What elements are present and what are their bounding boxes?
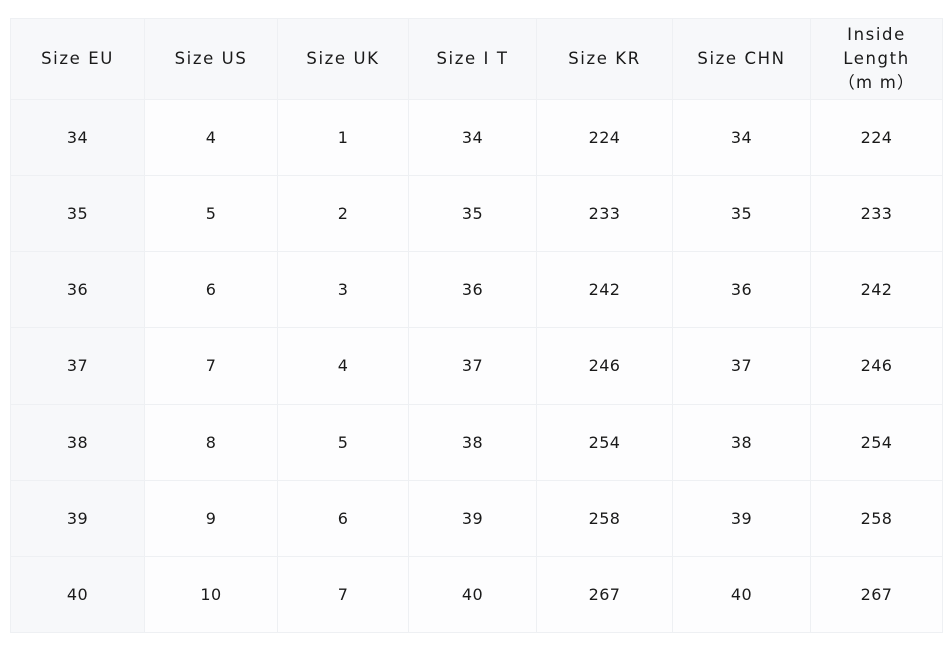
cell-size-uk: 3: [277, 251, 409, 329]
cell-size-chn: 36: [672, 251, 811, 329]
size-chart-container: Size EU Size US Size UK Size I T Size KR…: [10, 18, 943, 634]
table-header: Size EU Size US Size UK Size I T Size KR…: [10, 18, 943, 100]
shoe-size-conversion-table: Size EU Size US Size UK Size I T Size KR…: [10, 18, 943, 634]
cell-size-us: 9: [144, 479, 278, 557]
cell-size-kr: 254: [536, 403, 673, 481]
column-header-size-chn: Size CHN: [672, 18, 811, 100]
cell-size-us: 4: [144, 98, 278, 177]
column-header-label: Size KR: [568, 49, 641, 69]
column-header-size-us: Size US: [144, 18, 278, 100]
column-header-label: Size CHN: [697, 49, 786, 69]
cell-size-it: 36: [408, 251, 537, 329]
cell-size-chn: 39: [672, 479, 811, 557]
cell-size-it: 39: [408, 479, 537, 557]
cell-size-chn: 34: [672, 98, 811, 177]
cell-size-uk: 1: [277, 98, 409, 177]
cell-size-us: 10: [144, 555, 278, 634]
cell-size-us: 7: [144, 327, 278, 405]
column-header-label: Size UK: [306, 49, 380, 69]
cell-size-uk: 4: [277, 327, 409, 405]
cell-inside-length: 242: [810, 251, 943, 329]
table-row: 36 6 3 36 242 36 242: [10, 251, 943, 329]
cell-size-chn: 38: [672, 403, 811, 481]
column-header-label: Size US: [174, 49, 248, 69]
cell-size-it: 38: [408, 403, 537, 481]
cell-size-kr: 242: [536, 251, 673, 329]
table-row: 40 10 7 40 267 40 267: [10, 555, 943, 634]
cell-size-eu: 38: [10, 403, 145, 481]
column-header-label: Size I T: [436, 49, 509, 69]
column-header-size-it: Size I T: [408, 18, 537, 100]
column-header-inside-length: Inside Length （m m）: [810, 18, 943, 100]
cell-size-eu: 39: [10, 479, 145, 557]
table-row: 39 9 6 39 258 39 258: [10, 479, 943, 557]
cell-size-chn: 35: [672, 175, 811, 253]
cell-inside-length: 233: [810, 175, 943, 253]
cell-size-kr: 267: [536, 555, 673, 634]
cell-size-it: 40: [408, 555, 537, 634]
cell-size-kr: 246: [536, 327, 673, 405]
cell-size-eu: 37: [10, 327, 145, 405]
column-header-size-kr: Size KR: [536, 18, 673, 100]
cell-inside-length: 267: [810, 555, 943, 634]
cell-size-uk: 5: [277, 403, 409, 481]
cell-size-chn: 40: [672, 555, 811, 634]
column-header-label: Size EU: [41, 49, 114, 69]
cell-size-kr: 224: [536, 98, 673, 177]
column-header-size-uk: Size UK: [277, 18, 409, 100]
cell-size-it: 37: [408, 327, 537, 405]
cell-inside-length: 224: [810, 98, 943, 177]
column-header-size-eu: Size EU: [10, 18, 145, 100]
table-row: 34 4 1 34 224 34 224: [10, 98, 943, 177]
cell-size-us: 8: [144, 403, 278, 481]
cell-size-kr: 233: [536, 175, 673, 253]
column-header-unit: （m m）: [838, 72, 915, 92]
cell-inside-length: 254: [810, 403, 943, 481]
table-body: 34 4 1 34 224 34 224 35 5 2 35 233 35 23…: [10, 98, 943, 634]
cell-size-eu: 36: [10, 251, 145, 329]
cell-size-kr: 258: [536, 479, 673, 557]
cell-size-uk: 7: [277, 555, 409, 634]
cell-inside-length: 258: [810, 479, 943, 557]
cell-size-us: 6: [144, 251, 278, 329]
table-row: 38 8 5 38 254 38 254: [10, 403, 943, 481]
cell-size-eu: 40: [10, 555, 145, 634]
cell-size-uk: 6: [277, 479, 409, 557]
cell-size-uk: 2: [277, 175, 409, 253]
cell-size-it: 35: [408, 175, 537, 253]
table-header-row: Size EU Size US Size UK Size I T Size KR…: [10, 18, 943, 100]
cell-inside-length: 246: [810, 327, 943, 405]
cell-size-us: 5: [144, 175, 278, 253]
column-header-label: Inside Length: [843, 25, 910, 69]
cell-size-eu: 35: [10, 175, 145, 253]
cell-size-it: 34: [408, 98, 537, 177]
cell-size-eu: 34: [10, 98, 145, 177]
table-row: 37 7 4 37 246 37 246: [10, 327, 943, 405]
cell-size-chn: 37: [672, 327, 811, 405]
table-row: 35 5 2 35 233 35 233: [10, 175, 943, 253]
